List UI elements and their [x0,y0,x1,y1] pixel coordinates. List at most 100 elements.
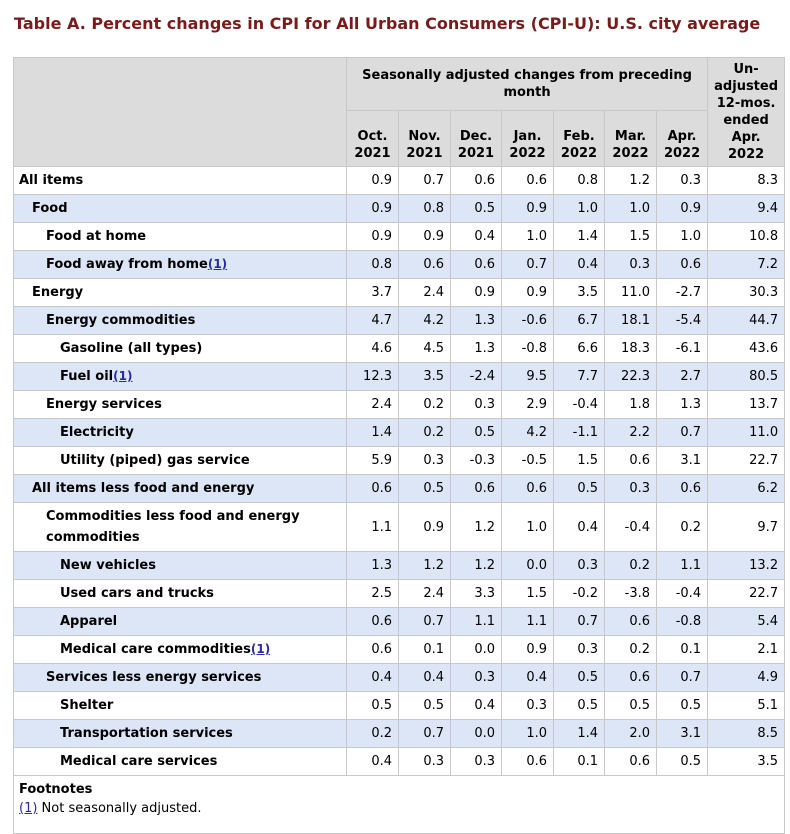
value-cell: 0.3 [450,663,502,692]
value-cell: 1.1 [655,551,709,580]
value-cell: -0.4 [604,502,657,552]
unadjusted-header: Un- adjusted 12-mos. ended Apr. 2022 [707,57,786,167]
value-cell: 2.4 [398,278,451,307]
value-cell: 3.1 [655,719,709,748]
value-cell: -2.7 [655,278,709,307]
value-cell: 0.5 [553,663,605,692]
value-cell: 11.0 [604,278,657,307]
value-cell: 0.9 [398,502,451,552]
value-cell: -0.3 [450,446,502,475]
table-body: All items 0.9 0.7 0.6 0.6 0.8 1.2 0.3 8.3 Food 0.9… [13,166,786,776]
table-row: New vehicles 1.3 1.2 1.2 0.0 0.3 0.2 1.1 13.2 [13,551,786,580]
value-cell: 0.4 [346,663,399,692]
row-label: All items [19,173,84,188]
unadjusted-value-cell: 22.7 [707,446,786,475]
value-cell: 0.7 [655,663,709,692]
table-row: Energy 3.7 2.4 0.9 0.9 3.5 11.0 -2.7 30.3 [13,278,786,307]
table-title: Table A. Percent changes in CPI for All … [14,14,761,33]
value-cell: 2.4 [346,390,399,419]
row-label-cell: Energy services [13,390,347,419]
value-cell: 0.4 [553,502,605,552]
unadjusted-value-cell: 5.4 [707,607,786,636]
value-cell: 0.2 [604,635,657,664]
value-cell: 0.8 [398,194,451,223]
footnote-ref-link[interactable]: (1) [19,801,38,816]
unadjusted-value-cell: 8.5 [707,719,786,748]
value-cell: 2.5 [346,579,399,608]
year-label: 2022 [560,146,598,161]
row-label-cell: Utility (piped) gas service [13,446,347,475]
year-label: 2022 [612,146,649,161]
value-cell: 2.4 [398,579,451,608]
value-cell: 0.7 [398,166,451,195]
value-cell: 1.5 [501,579,554,608]
unadjusted-value-cell: 9.7 [707,502,786,552]
row-label: Fuel oil [60,369,114,384]
row-label: New vehicles [60,558,156,573]
value-cell: 0.6 [450,474,502,503]
value-cell: 2.2 [604,418,657,447]
value-cell: -0.5 [501,446,554,475]
value-cell: 9.5 [501,362,554,391]
seasonal-group-header: Seasonally adjusted changes from precedi… [345,57,709,111]
unadjusted-value-cell: 13.7 [707,390,786,419]
month-label: Apr. [667,129,697,144]
table-row: Commodities less food and energy commodi… [13,502,786,552]
row-label-cell: Shelter [13,691,347,720]
footnote-ref-link[interactable]: (1) [113,369,133,383]
unadjusted-line: ended [723,113,769,128]
value-cell: 4.6 [346,334,399,363]
value-cell: 0.3 [501,691,554,720]
value-cell: 1.3 [450,306,502,335]
row-label: All items less food and energy [32,481,255,496]
value-cell: 0.5 [450,418,502,447]
value-cell: 0.3 [450,747,502,776]
value-cell: 1.2 [450,502,502,552]
value-cell: 0.7 [501,250,554,279]
value-cell: 4.2 [398,306,451,335]
value-cell: -0.8 [501,334,554,363]
value-cell: 1.0 [655,222,709,251]
value-cell: 2.9 [501,390,554,419]
table-row: Food at home 0.9 0.9 0.4 1.0 1.4 1.5 1.0 10.8 [13,222,786,251]
table-row: Fuel oil(1) 12.3 3.5 -2.4 9.5 7.7 22.3 2.7 80.5 [13,362,786,391]
value-cell: 1.0 [501,222,554,251]
table-row: Gasoline (all types) 4.6 4.5 1.3 -0.8 6.6 18.3… [13,334,786,363]
value-cell: 0.6 [398,250,451,279]
value-cell: 1.0 [501,719,554,748]
table-row: Transportation services 0.2 0.7 0.0 1.0 1.4 2.… [13,719,786,748]
value-cell: 5.9 [346,446,399,475]
value-cell: 0.5 [604,691,657,720]
unadjusted-value-cell: 2.1 [707,635,786,664]
footnote-ref-link[interactable]: (1) [207,257,228,271]
value-cell: 0.8 [346,250,399,279]
value-cell: 0.9 [501,278,554,307]
row-label: Utility (piped) gas service [60,453,250,468]
table-row: All items less food and energy 0.6 0.5 0.6 0… [13,474,786,503]
value-cell: 6.7 [553,306,605,335]
value-cell: 0.2 [604,551,657,580]
month-label: Mar. [614,129,647,144]
value-cell: 0.6 [346,635,399,664]
month-header-row: Oct. 2021 Nov. 2021 Dec. 2021 Jan. 2022 Feb. 2022… [14,110,785,167]
year-label: 2022 [509,146,546,161]
value-cell: 0.2 [346,719,399,748]
value-cell: 0.5 [398,691,451,720]
value-cell: 3.5 [398,362,451,391]
value-cell: -0.4 [655,579,709,608]
month-header: Dec. 2021 [450,110,502,167]
value-cell: 0.3 [655,166,709,195]
value-cell: -1.1 [553,418,605,447]
stub-header [13,57,347,167]
footnote-ref-link[interactable]: (1) [250,642,271,656]
month-header: Nov. 2021 [398,110,451,167]
value-cell: 0.5 [346,691,399,720]
footnotes-row: Footnotes (1) Not seasonally adjusted. [12,775,786,834]
row-label-cell: Food [13,194,347,223]
footnote-item: (1) Not seasonally adjusted. [19,801,779,816]
row-label: Gasoline (all types) [60,341,203,356]
value-cell: 0.4 [346,747,399,776]
value-cell: 0.6 [501,474,554,503]
unadjusted-line: 2022 [728,147,765,162]
table-row: Medical care services 0.4 0.3 0.3 0.6 0.1 0.6 0… [13,747,786,776]
